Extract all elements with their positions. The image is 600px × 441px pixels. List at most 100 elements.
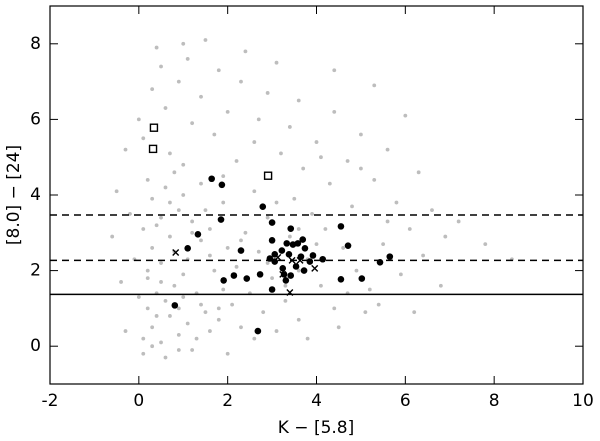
background-point [181,272,186,277]
background-point [252,189,257,194]
x-tick-label: 2 [222,391,233,411]
background-point [261,310,266,315]
background-point [145,276,150,281]
data-point [292,263,300,270]
data-point [300,267,308,274]
background-point [301,166,306,171]
background-point [176,306,181,311]
data-point [294,240,302,247]
background-point [239,79,243,84]
square-point [149,123,159,132]
background-point [274,200,279,205]
data-point [268,219,276,226]
background-point [181,295,186,299]
background-point [145,268,150,273]
data-point [283,240,291,247]
cross-point [279,270,287,278]
background-point [159,261,163,265]
background-point [385,219,390,224]
data-point [194,231,202,238]
cross-point [296,256,304,264]
data-point [266,255,274,262]
background-point [168,151,172,156]
background-point [163,106,168,110]
background-point [159,64,163,69]
background-point [203,310,208,315]
background-point [412,310,417,315]
background-point [176,348,181,352]
background-point [319,283,323,288]
y-tick-label: 8 [30,34,41,54]
background-point [190,230,195,235]
background-point [421,253,425,258]
background-point [159,215,163,220]
background-point [239,238,243,243]
background-point [136,117,141,122]
background-point [443,234,448,239]
background-point [296,227,301,231]
background-point [270,276,274,281]
background-point [159,280,163,284]
background-point [416,170,421,175]
data-point [344,242,352,249]
data-point [268,237,276,244]
background-point [332,109,337,114]
background-point [221,200,226,205]
background-point [296,268,301,273]
background-point [216,317,221,322]
background-point [296,98,301,103]
y-tick-label: 0 [30,336,41,356]
background-point [190,348,195,352]
background-point [323,227,328,231]
background-point [199,181,203,186]
background-point [398,272,403,277]
background-point [159,340,163,345]
data-point [376,258,384,266]
background-point [199,94,203,99]
background-point [359,166,363,171]
background-point [212,132,217,137]
background-point [483,242,488,247]
x-tick-label: 4 [311,391,322,411]
square-point [148,144,158,154]
background-point [212,268,217,273]
background-point [208,227,212,231]
background-point [225,109,230,114]
data-point [282,277,290,284]
data-point [287,272,295,279]
background-point [163,298,168,303]
data-point [171,302,179,309]
background-point [341,246,346,250]
background-point [310,212,314,216]
background-point [332,306,337,311]
background-point [136,295,141,299]
background-point [114,189,119,194]
background-point [199,302,203,307]
background-point [243,49,248,54]
background-point [172,170,177,175]
data-point [306,258,314,265]
background-point [239,325,243,330]
x-tick-label: 6 [400,391,411,411]
data-point [271,258,279,265]
background-point [168,200,172,205]
background-point [176,79,181,84]
plot-frame [49,5,584,385]
data-point [301,244,309,252]
background-point [150,87,155,92]
background-point [274,329,279,333]
data-point [220,277,227,284]
background-point [243,230,248,235]
background-point [332,68,337,73]
background-point [185,57,190,61]
background-point [350,204,354,209]
background-point [381,242,386,247]
background-point [123,329,128,333]
background-point [185,321,190,326]
y-axis-label: [8.0] − [24] [4,145,24,245]
background-point [176,208,181,213]
background-point [265,215,270,220]
background-point [292,196,297,201]
background-point [256,249,261,254]
